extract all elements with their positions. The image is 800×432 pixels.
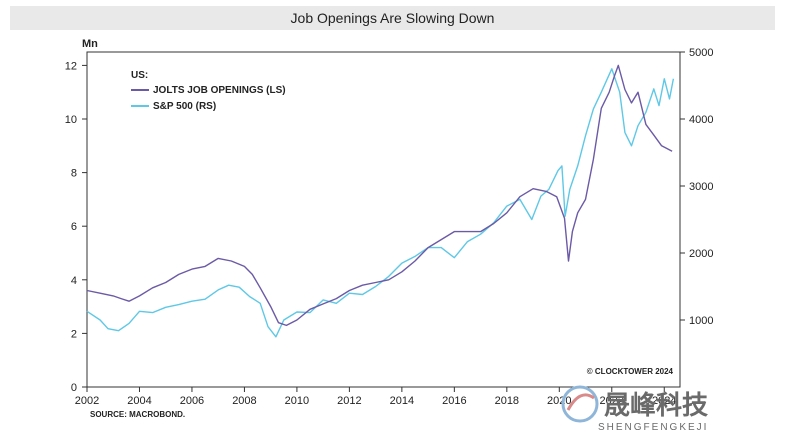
y-right-tick-label: 2000 xyxy=(689,248,713,260)
copyright-annotation: © CLOCKTOWER 2024 xyxy=(587,367,674,376)
y-left-tick-label: 12 xyxy=(65,60,77,72)
x-tick-label: 2024 xyxy=(652,395,676,407)
x-tick-label: 2012 xyxy=(337,395,361,407)
series-lines xyxy=(86,64,675,338)
series-line-jolts xyxy=(86,64,673,327)
y-right-tick-label: 3000 xyxy=(689,181,713,193)
y-right-tick-label: 1000 xyxy=(689,315,713,327)
x-tick-label: 2022 xyxy=(600,395,624,407)
watermark-swirl-icon xyxy=(566,393,595,411)
y-left-tick-label: 0 xyxy=(71,382,77,394)
x-tick-label: 2020 xyxy=(547,395,571,407)
watermark: 晟峰科技 SHENGFENGKEJI xyxy=(561,385,708,432)
x-tick-label: 2018 xyxy=(495,395,519,407)
legend-item-sp500: S&P 500 (RS) xyxy=(153,101,216,112)
y-left-tick-label: 10 xyxy=(65,114,77,126)
source-note: SOURCE: MACROBOND. xyxy=(90,410,185,419)
x-tick-label: 2004 xyxy=(127,395,151,407)
x-tick-label: 2014 xyxy=(390,395,414,407)
y-right-tick-label: 5000 xyxy=(689,47,713,59)
watermark-logo-icon xyxy=(561,385,599,423)
x-tick-label: 2006 xyxy=(180,395,204,407)
legend-item-jolts: JOLTS JOB OPENINGS (LS) xyxy=(153,85,286,96)
y-right-tick-label: 4000 xyxy=(689,114,713,126)
x-tick-label: 2016 xyxy=(442,395,466,407)
y-axis-left: 0 2 4 6 8 10 12 xyxy=(65,60,87,394)
watermark-cn: 晟峰科技 xyxy=(604,390,708,420)
x-axis: 2002 2004 2006 2008 2010 2012 2014 2016 2018 2020… xyxy=(75,387,676,407)
chart-title: Job Openings Are Slowing Down xyxy=(10,6,775,30)
y-left-unit: Mn xyxy=(82,38,98,50)
y-left-tick-label: 2 xyxy=(71,328,77,340)
x-tick-label: 2002 xyxy=(75,395,99,407)
legend: US: JOLTS JOB OPENINGS (LS) S&P 500 (RS) xyxy=(131,70,286,112)
legend-title: US: xyxy=(131,70,148,81)
x-tick-label: 2010 xyxy=(285,395,309,407)
watermark-en: SHENGFENGKEJI xyxy=(598,422,708,432)
y-left-tick-label: 8 xyxy=(71,168,77,180)
y-axis-right: 1000 2000 3000 4000 5000 xyxy=(680,47,713,327)
x-tick-label: 2008 xyxy=(232,395,256,407)
plot-frame xyxy=(86,51,681,388)
y-left-tick-label: 4 xyxy=(71,275,77,287)
y-left-tick-label: 6 xyxy=(71,221,77,233)
